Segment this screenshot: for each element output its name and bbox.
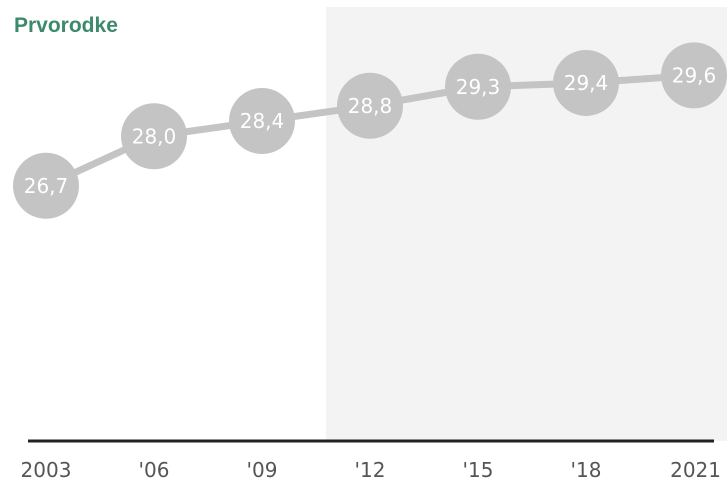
data-points-layer: 26,7 28,0 28,4 28,8 29,3 29,4 29,6 [13, 42, 727, 219]
data-point-label: 28,0 [132, 124, 177, 148]
data-point-marker [445, 53, 511, 120]
x-tick-label: '15 [463, 458, 494, 481]
data-point-marker [553, 49, 619, 116]
data-point-label: 29,3 [456, 75, 501, 99]
data-point-marker [13, 152, 79, 219]
data-point-label: 28,8 [348, 94, 393, 118]
x-tick-label: '06 [139, 458, 170, 481]
data-point-label: 29,6 [672, 63, 717, 87]
x-tick-label: '12 [355, 458, 386, 481]
x-tick-label: 2003 [21, 458, 72, 481]
data-point-label: 28,4 [240, 109, 285, 133]
x-tick-labels: 2003 '06 '09 '12 '15 '18 2021 [21, 458, 721, 481]
data-point-marker [337, 72, 403, 139]
x-tick-label: '09 [247, 458, 278, 481]
data-point-label: 26,7 [24, 174, 69, 198]
data-point-marker [661, 42, 727, 109]
data-point-marker [121, 103, 187, 170]
data-point-marker [229, 88, 295, 155]
x-tick-label: '18 [571, 458, 602, 481]
x-tick-label: 2021 [670, 458, 721, 481]
chart-title: Prvorodke [14, 14, 118, 37]
data-point-label: 29,4 [564, 71, 609, 95]
